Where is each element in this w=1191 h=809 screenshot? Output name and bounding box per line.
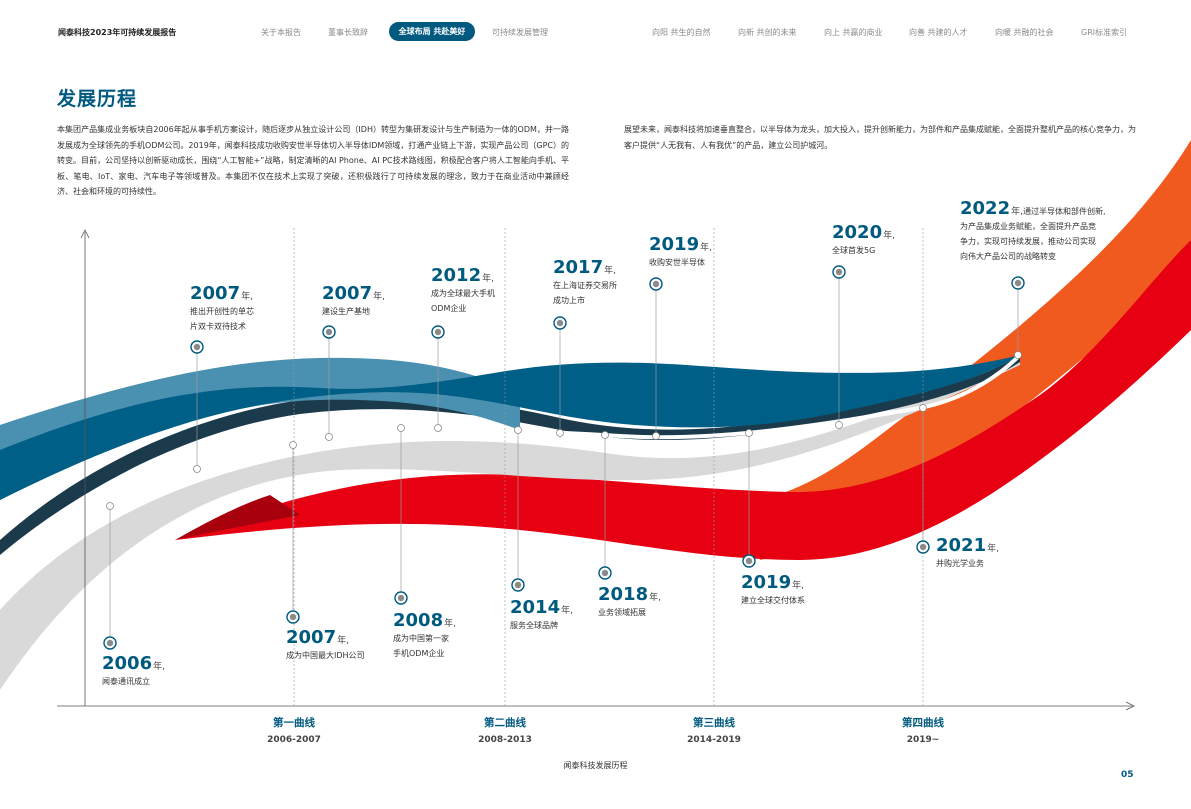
marker-2012: [431, 325, 445, 339]
marker-2018: [598, 566, 612, 580]
blue-ribbon: [0, 355, 1020, 500]
marker-2020: [832, 265, 846, 279]
event-2007-dual-sim: 2007年, 推出开创性的单芯 片双卡双待技术: [190, 283, 254, 331]
nav-business[interactable]: 向上 共赢的商业: [824, 28, 883, 37]
red-ribbon: [175, 240, 1191, 560]
marker-2007-c: [322, 325, 336, 339]
dark-red-fold: [175, 495, 300, 540]
event-2012: 2012年, 成为全球最大手机 ODM企业: [431, 265, 495, 313]
nav-future[interactable]: 向新 共创的未来: [738, 28, 797, 37]
light-blue-ribbon: [0, 357, 520, 500]
marker-2007-b: [286, 610, 300, 624]
nav-sustainability-management[interactable]: 可持续发展管理: [492, 28, 548, 37]
event-2017: 2017年, 在上海证券交易所 成功上市: [553, 257, 617, 305]
intro-paragraph-left: 本集团产品集成业务板块自2006年起从事手机方案设计，随后逐步从独立设计公司（I…: [57, 125, 569, 196]
event-2019-delivery: 2019年, 建立全球交付体系: [741, 572, 805, 605]
top-navigation-bar: 闻泰科技2023年可持续发展报告 关于本报告 董事长致辞 全球布局 共赴美好 可…: [0, 0, 1191, 66]
curve-4-name: 第四曲线: [902, 717, 944, 729]
event-2022: 2022年,通过半导体和部件创新, 为产品集成业务赋能，全面提升产品竞 争力，实…: [960, 198, 1106, 261]
event-2007-largest-idh: 2007年, 成为中国最大IDH公司: [286, 627, 365, 660]
event-2007-production-base: 2007年, 建设生产基地: [322, 283, 385, 316]
report-title: 闻泰科技2023年可持续发展报告: [58, 28, 177, 37]
nav-talent[interactable]: 向善 共建的人才: [909, 28, 968, 37]
marker-2021: [916, 540, 930, 554]
x-axis-arrow: [1125, 701, 1135, 711]
event-2006: 2006年, 闻泰通讯成立: [102, 653, 165, 686]
marker-2019-a: [649, 277, 663, 291]
event-2018: 2018年, 业务领域拓展: [598, 584, 661, 617]
nav-nature[interactable]: 向阳 共生的自然: [652, 28, 711, 37]
curve-2-range: 2008-2013: [478, 735, 532, 745]
page-footer: 闻泰科技发展历程: [563, 761, 628, 770]
marker-2007-a: [190, 340, 204, 354]
marker-2006: [103, 636, 117, 650]
nav-chairman-message[interactable]: 董事长致辞: [328, 28, 368, 37]
event-2008: 2008年, 成为中国第一家 手机ODM企业: [393, 610, 456, 658]
event-2020: 2020年, 全球首发5G: [832, 222, 895, 255]
curve-3-range: 2014-2019: [687, 735, 741, 745]
nav-society[interactable]: 向暖 共融的社会: [995, 28, 1054, 37]
curve-4-range: 2019~: [906, 735, 940, 745]
curve-2-name: 第二曲线: [484, 717, 526, 729]
marker-2022: [1011, 276, 1025, 290]
event-2014: 2014年, 服务全球品牌: [510, 597, 573, 630]
event-markers: [103, 265, 1025, 650]
page-number: 05: [1121, 770, 1134, 780]
marker-2008: [394, 591, 408, 605]
nav-global-layout-active[interactable]: 全球布局 共赴美好: [389, 22, 475, 41]
curve-1-name: 第一曲线: [273, 717, 315, 729]
nav-gri-index[interactable]: GRI标准索引: [1081, 28, 1128, 37]
nav-about-report[interactable]: 关于本报告: [261, 28, 301, 37]
marker-2019-b: [742, 554, 756, 568]
curve-3-name: 第三曲线: [693, 717, 735, 729]
event-2021: 2021年, 并购光学业务: [936, 535, 999, 568]
orange-ribbon: [760, 140, 1191, 560]
marker-2014: [511, 578, 525, 592]
page-heading: 发展历程: [57, 88, 138, 110]
curve-1-range: 2006-2007: [267, 735, 321, 745]
y-axis-arrow: [80, 229, 90, 239]
intro-paragraph-right: 展望未来，闻泰科技将加速垂直整合，以半导体为龙头，加大投入，提升创新能力，为部件…: [624, 125, 1136, 150]
event-2019-nexperia: 2019年, 收购安世半导体: [649, 234, 712, 267]
marker-2017: [553, 316, 567, 330]
